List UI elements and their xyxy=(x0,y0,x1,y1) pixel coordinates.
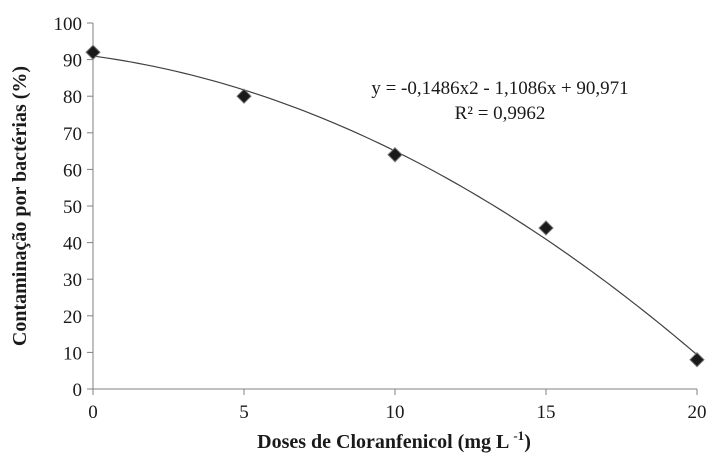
x-axis: 0 5 10 15 20 xyxy=(88,388,707,423)
y-tick-label: 10 xyxy=(63,343,82,364)
trendline-curve xyxy=(92,55,698,356)
x-axis-title: Doses de Cloranfenicol (mg L -1) xyxy=(257,428,531,453)
x-tick-label: 20 xyxy=(688,402,707,423)
x-axis-title-main: Doses de Cloranfenicol (mg L xyxy=(257,431,509,453)
x-tick-label: 15 xyxy=(537,402,556,423)
y-axis: 0 10 20 30 40 50 60 70 80 90 100 xyxy=(54,14,94,401)
trendline-r-squared: R² = 0,9962 xyxy=(455,103,546,124)
x-tick-label: 0 xyxy=(88,402,98,423)
y-tick-label: 50 xyxy=(63,197,82,218)
trendline-group xyxy=(92,55,698,356)
y-tick-label: 90 xyxy=(63,51,82,72)
trendline-equation: y = -0,1486x2 - 1,1086x + 90,971 xyxy=(371,78,628,99)
y-tick-label: 100 xyxy=(54,14,83,35)
data-point-marker xyxy=(387,147,403,163)
data-point-marker xyxy=(85,44,101,60)
x-axis-title-superscript: -1 xyxy=(513,428,524,443)
x-tick-label: 10 xyxy=(386,402,405,423)
y-tick-label: 30 xyxy=(63,270,82,291)
y-tick-label: 20 xyxy=(63,307,82,328)
y-tick-label: 40 xyxy=(63,234,82,255)
y-tick-label: 80 xyxy=(63,87,82,108)
y-tick-label: 0 xyxy=(73,380,83,401)
data-point-marker xyxy=(236,88,252,104)
data-point-marker xyxy=(538,220,554,236)
y-tick-label: 70 xyxy=(63,124,82,145)
data-points xyxy=(85,44,705,368)
x-axis-title-suffix: ) xyxy=(524,431,531,453)
y-tick-label: 60 xyxy=(63,160,82,181)
x-tick-label: 5 xyxy=(239,402,249,423)
y-axis-title: Contaminação por bactérias (%) xyxy=(9,66,31,346)
data-point-marker xyxy=(689,352,705,368)
